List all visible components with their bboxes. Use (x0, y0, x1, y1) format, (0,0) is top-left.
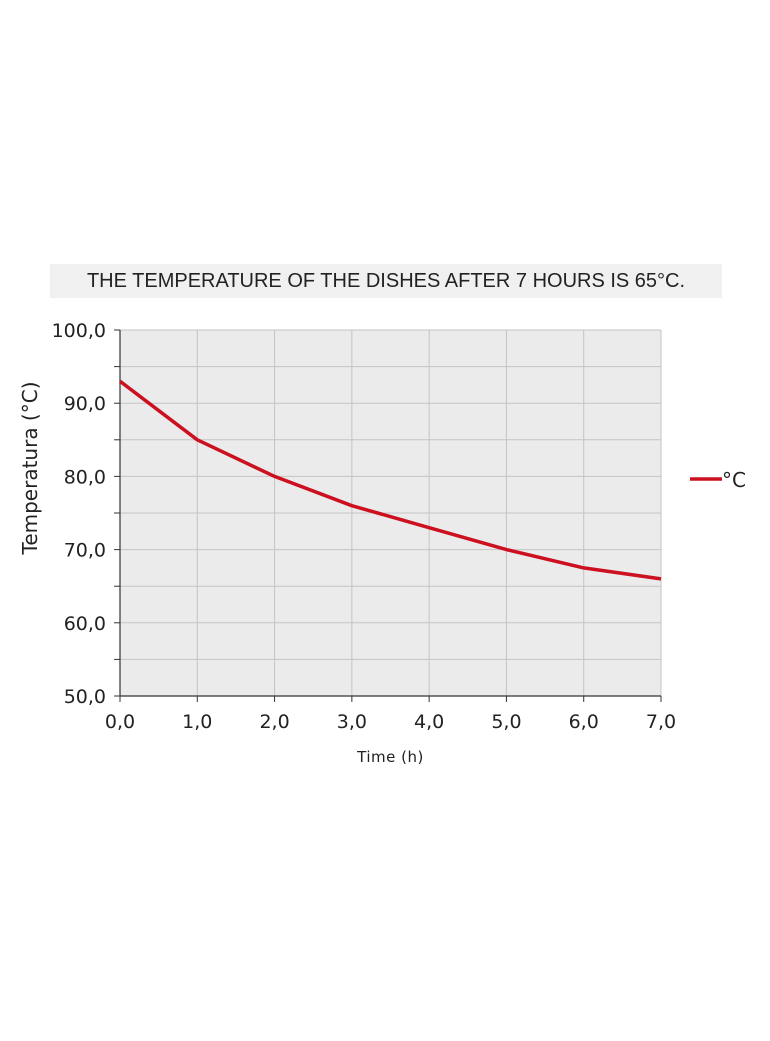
y-tick-label: 70,0 (64, 540, 106, 562)
axes (114, 329, 662, 702)
y-axis-title: Temperatura (°C) (18, 381, 42, 555)
x-tick-label: 1,0 (182, 711, 212, 733)
x-tick-label: 7,0 (646, 711, 676, 733)
legend: °C (690, 468, 746, 492)
y-tick-label: 60,0 (64, 613, 106, 635)
y-tick-labels: 50,0 60,0 70,0 80,0 90,0 100,0 (52, 320, 106, 708)
x-tick-label: 6,0 (569, 711, 599, 733)
y-tick-label: 90,0 (64, 393, 106, 415)
x-tick-label: 5,0 (491, 711, 521, 733)
y-tick-label: 80,0 (64, 466, 106, 488)
x-tick-label: 4,0 (414, 711, 444, 733)
series-lines (118, 379, 662, 581)
chart-title: THE TEMPERATURE OF THE DISHES AFTER 7 HO… (50, 264, 722, 298)
y-tick-label: 50,0 (64, 686, 106, 708)
legend-label: °C (722, 468, 746, 492)
x-tick-labels: 0,0 1,0 2,0 3,0 4,0 5,0 6,0 7,0 (105, 711, 676, 733)
x-tick-label: 0,0 (105, 711, 135, 733)
y-tick-label: 100,0 (52, 320, 106, 342)
series-line (118, 379, 662, 581)
grid-lines (120, 329, 662, 696)
x-tick-label: 2,0 (259, 711, 289, 733)
x-axis-title: Time (h) (356, 748, 424, 766)
x-tick-label: 3,0 (337, 711, 367, 733)
